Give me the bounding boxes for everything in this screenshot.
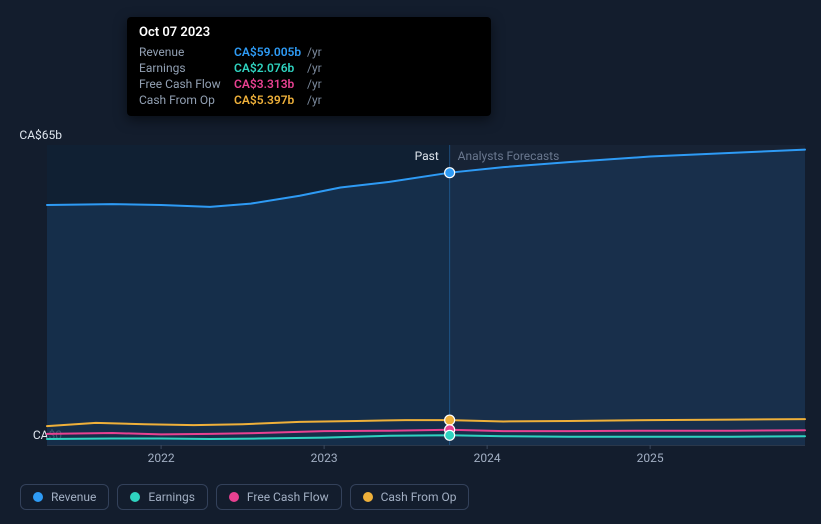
tooltip-row-label: Revenue	[139, 45, 234, 59]
legend-dot-icon	[130, 492, 140, 502]
tooltip-row-suffix: /yr	[307, 61, 322, 75]
legend-item-label: Free Cash Flow	[247, 490, 329, 504]
legend-item-cash-from-op[interactable]: Cash From Op	[350, 484, 470, 510]
legend-item-label: Cash From Op	[381, 490, 457, 504]
legend-dot-icon	[33, 492, 43, 502]
x-axis-tick-label: 2025	[637, 451, 664, 465]
tooltip-row: RevenueCA$59.005b/yr	[139, 44, 479, 60]
tooltip-row: Free Cash FlowCA$3.313b/yr	[139, 76, 479, 92]
forecast-section-label: Analysts Forecasts	[458, 149, 560, 163]
legend-item-label: Earnings	[148, 490, 195, 504]
tooltip-row-label: Cash From Op	[139, 93, 234, 107]
chart-tooltip: Oct 07 2023 RevenueCA$59.005b/yrEarnings…	[127, 17, 491, 116]
tooltip-date: Oct 07 2023	[139, 25, 479, 44]
tooltip-row: EarningsCA$2.076b/yr	[139, 60, 479, 76]
tooltip-row-suffix: /yr	[307, 77, 322, 91]
page-root: Oct 07 2023 RevenueCA$59.005b/yrEarnings…	[0, 0, 821, 524]
tooltip-row-value: CA$3.313b	[234, 77, 304, 91]
legend-item-revenue[interactable]: Revenue	[20, 484, 109, 510]
tooltip-row-value: CA$2.076b	[234, 61, 304, 75]
legend-item-label: Revenue	[51, 490, 96, 504]
legend-dot-icon	[363, 492, 373, 502]
chart-legend: Revenue Earnings Free Cash Flow Cash From O…	[20, 484, 469, 510]
past-section-label: Past	[415, 149, 439, 163]
tooltip-row-suffix: /yr	[307, 45, 322, 59]
x-axis-tick-label: 2023	[311, 451, 338, 465]
tooltip-body: RevenueCA$59.005b/yrEarningsCA$2.076b/yr…	[139, 44, 479, 108]
tooltip-row-suffix: /yr	[307, 93, 322, 107]
x-axis-tick-label: 2024	[474, 451, 501, 465]
x-axis-tick-label: 2022	[148, 451, 175, 465]
tooltip-row: Cash From OpCA$5.397b/yr	[139, 92, 479, 108]
tooltip-row-label: Free Cash Flow	[139, 77, 234, 91]
tooltip-row-label: Earnings	[139, 61, 234, 75]
legend-item-free-cash-flow[interactable]: Free Cash Flow	[216, 484, 342, 510]
tooltip-row-value: CA$59.005b	[234, 45, 304, 59]
legend-item-earnings[interactable]: Earnings	[117, 484, 208, 510]
tooltip-row-value: CA$5.397b	[234, 93, 304, 107]
legend-dot-icon	[229, 492, 239, 502]
